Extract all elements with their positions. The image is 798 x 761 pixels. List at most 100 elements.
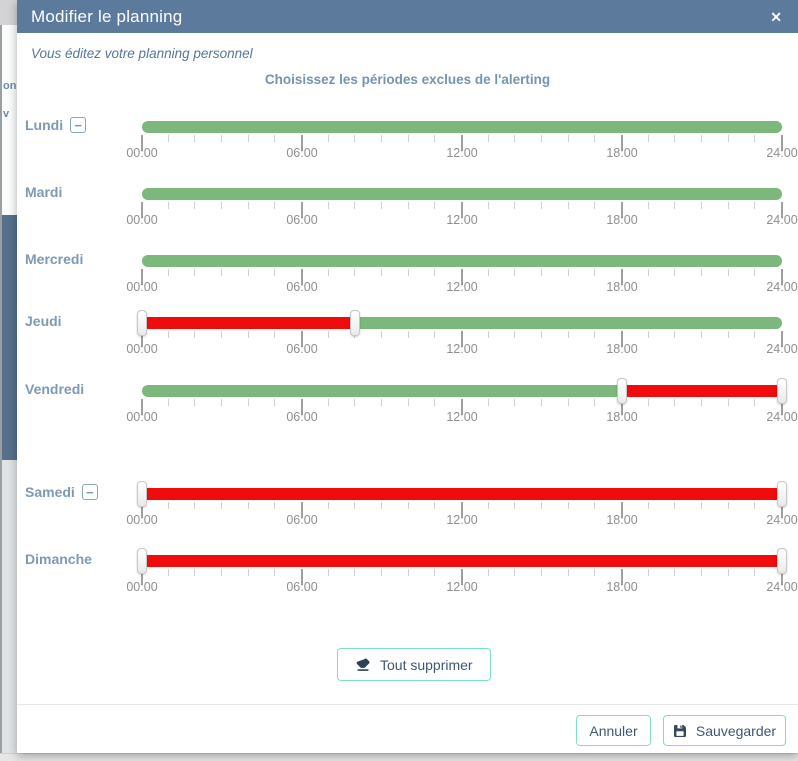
minor-tick xyxy=(674,502,676,509)
slider-handle[interactable] xyxy=(777,378,787,404)
minor-tick xyxy=(434,331,436,338)
minor-tick xyxy=(514,502,516,509)
time-range-slider[interactable]: 00:00 06:00 12:00 18:00 24:00 xyxy=(126,171,798,229)
slider-handle[interactable] xyxy=(137,310,147,336)
major-tick xyxy=(301,569,303,585)
minor-tick xyxy=(434,569,436,576)
major-tick xyxy=(461,569,463,585)
minor-tick xyxy=(407,331,409,338)
close-icon[interactable]: ✕ xyxy=(770,8,782,25)
minor-tick xyxy=(274,569,276,576)
cancel-button[interactable]: Annuler xyxy=(576,715,651,746)
excluded-period-segment xyxy=(622,385,782,397)
minor-tick xyxy=(327,569,329,576)
time-tick-label: 12:00 xyxy=(446,513,478,527)
minor-tick xyxy=(194,399,196,406)
remove-day-button[interactable]: − xyxy=(70,117,87,133)
slider-handle[interactable] xyxy=(777,548,787,574)
time-tick-label: 18:00 xyxy=(606,146,638,160)
minor-tick xyxy=(327,399,329,406)
day-label: Jeudi xyxy=(25,313,62,329)
minor-tick xyxy=(381,269,382,276)
major-tick xyxy=(621,331,623,347)
major-tick xyxy=(301,202,303,218)
slider-handle[interactable] xyxy=(350,310,361,336)
minor-tick xyxy=(647,502,649,509)
major-tick xyxy=(781,569,783,585)
slider-handle[interactable] xyxy=(777,481,787,507)
time-tick-label: 24:00 xyxy=(766,146,798,160)
minor-tick xyxy=(754,569,756,576)
minor-tick xyxy=(247,202,249,209)
minor-tick xyxy=(381,135,382,142)
slider-bar xyxy=(142,317,782,329)
minor-tick xyxy=(567,135,569,142)
clear-all-button[interactable]: Tout supprimer xyxy=(337,648,491,681)
time-tick-label: 00:00 xyxy=(126,342,158,356)
minor-tick xyxy=(541,202,542,209)
minor-tick xyxy=(647,569,649,576)
save-button[interactable]: Sauvegarder xyxy=(663,715,786,746)
minor-tick xyxy=(701,331,702,338)
minor-tick xyxy=(701,569,702,576)
slider-bar xyxy=(142,188,782,200)
minor-tick xyxy=(727,331,729,338)
save-icon xyxy=(673,724,687,738)
minor-tick xyxy=(541,399,542,406)
day-row: Vendredi 00:00 06:00 12:00 18:00 24:00 xyxy=(17,368,798,426)
minor-tick xyxy=(247,135,249,142)
minor-tick xyxy=(274,331,276,338)
minor-tick xyxy=(194,569,196,576)
time-range-slider[interactable]: 00:00 06:00 12:00 18:00 24:00 xyxy=(126,238,798,296)
time-range-slider[interactable]: 00:00 06:00 12:00 18:00 24:00 xyxy=(126,538,798,596)
major-tick xyxy=(141,502,143,518)
time-range-slider[interactable]: 00:00 06:00 12:00 18:00 24:00 xyxy=(126,368,798,426)
minor-tick xyxy=(594,202,596,209)
slider-handle[interactable] xyxy=(137,481,147,507)
time-range-slider[interactable]: 00:00 06:00 12:00 18:00 24:00 xyxy=(126,104,798,162)
included-period-segment xyxy=(142,255,782,267)
slider-bar xyxy=(142,555,782,567)
day-row: Dimanche 00:00 06:00 12:00 18:00 24:00 xyxy=(17,538,798,596)
remove-day-button[interactable]: − xyxy=(81,484,98,500)
minor-tick xyxy=(167,202,169,209)
minor-tick xyxy=(487,502,489,509)
slider-time-labels: 00:00 06:00 12:00 18:00 24:00 xyxy=(126,213,797,227)
minor-tick xyxy=(514,331,516,338)
section-heading: Choisissez les périodes exclues de l'ale… xyxy=(264,72,551,87)
slider-handle[interactable] xyxy=(137,548,147,574)
minor-tick xyxy=(487,399,489,406)
day-label-wrap: Mercredi xyxy=(25,251,83,267)
minor-tick xyxy=(434,269,436,276)
day-row: Mardi 00:00 06:00 12:00 18:00 24:00 xyxy=(17,171,798,229)
minor-tick xyxy=(594,569,596,576)
time-range-slider[interactable]: 00:00 06:00 12:00 18:00 24:00 xyxy=(126,300,798,358)
minor-tick xyxy=(381,202,382,209)
minor-tick xyxy=(594,502,596,509)
minor-tick xyxy=(674,399,676,406)
minor-tick xyxy=(647,399,649,406)
time-tick-label: 18:00 xyxy=(606,213,638,227)
minor-tick xyxy=(594,331,596,338)
minor-tick xyxy=(674,202,676,209)
minor-tick xyxy=(701,502,702,509)
minor-tick xyxy=(754,399,756,406)
excluded-period-segment xyxy=(142,488,782,500)
minor-tick xyxy=(674,569,676,576)
slider-bar xyxy=(142,121,782,133)
day-row: Lundi − 00:00 06:00 12:00 18:00 24:00 xyxy=(17,104,798,162)
time-tick-label: 24:00 xyxy=(766,513,798,527)
time-tick-label: 18:00 xyxy=(606,410,638,424)
slider-ticks xyxy=(141,502,783,518)
day-label-wrap: Dimanche xyxy=(25,551,92,567)
minor-tick xyxy=(354,135,356,142)
day-label: Mardi xyxy=(25,184,63,200)
included-period-segment xyxy=(142,385,622,397)
slider-ticks xyxy=(141,202,783,218)
minor-tick xyxy=(221,331,222,338)
major-tick xyxy=(141,269,143,285)
major-tick xyxy=(781,269,783,285)
slider-handle[interactable] xyxy=(617,378,627,404)
time-tick-label: 18:00 xyxy=(606,342,638,356)
time-range-slider[interactable]: 00:00 06:00 12:00 18:00 24:00 xyxy=(126,471,798,529)
